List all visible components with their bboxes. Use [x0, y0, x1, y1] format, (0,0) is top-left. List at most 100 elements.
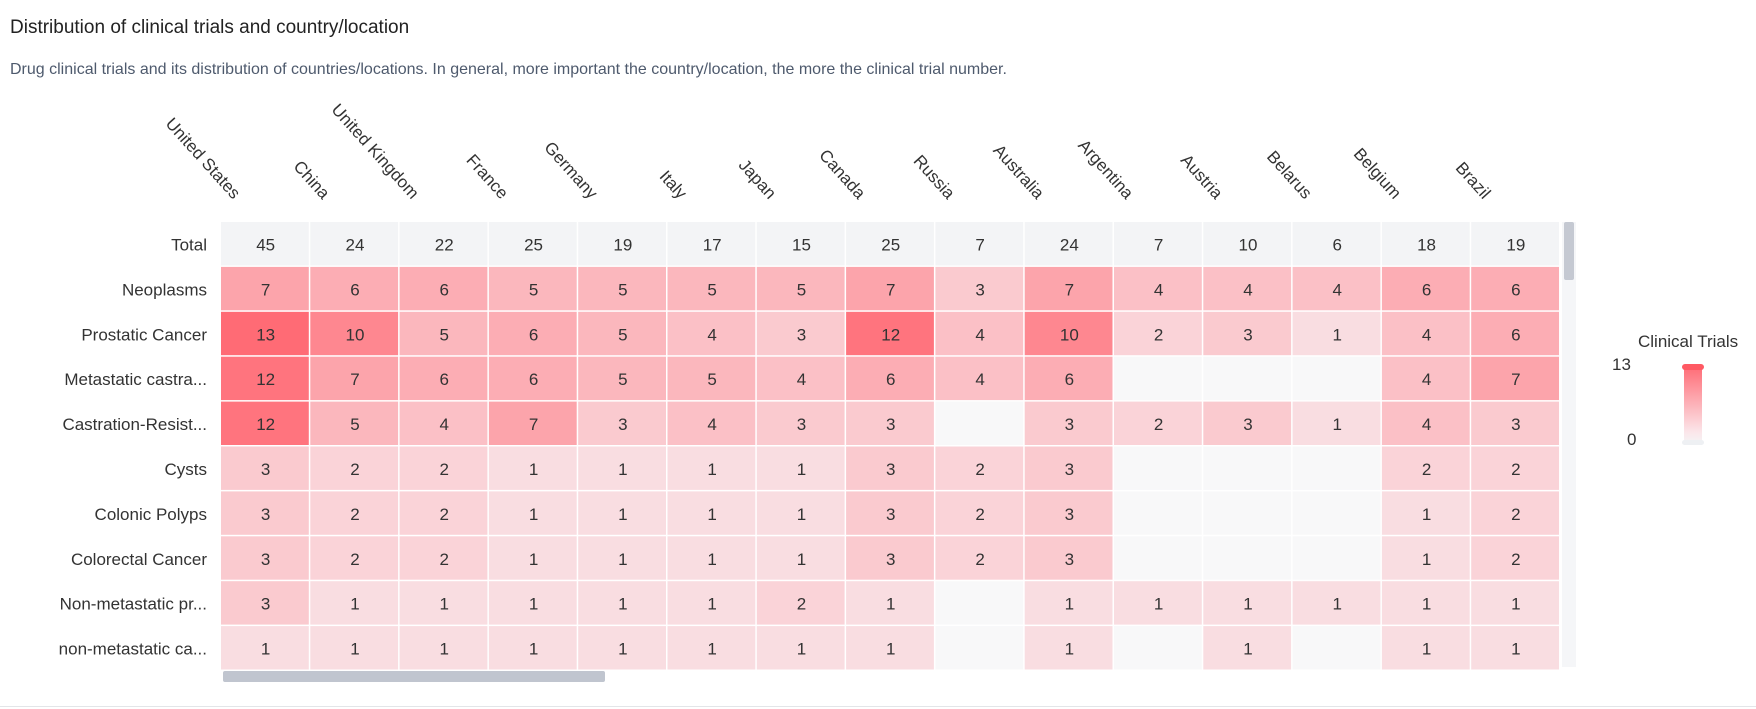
total-cell-value: 25: [881, 235, 900, 254]
column-label: Canada: [815, 146, 869, 203]
heatmap-cell-value: 1: [350, 640, 359, 659]
heatmap-cell-value: 3: [886, 550, 895, 569]
legend-min-label: 0: [1627, 430, 1636, 450]
heatmap-cell-value: 1: [707, 460, 716, 479]
heatmap-cell-value: 4: [1243, 280, 1252, 299]
heatmap-cell-value: 2: [440, 460, 449, 479]
heatmap-cell-value: 2: [1511, 505, 1520, 524]
row-label: Metastatic castra...: [64, 370, 207, 389]
row-label: Non-metastatic pr...: [60, 595, 207, 614]
heatmap-cell: [1293, 447, 1381, 490]
column-label: Argentina: [1074, 136, 1137, 203]
legend-min-handle[interactable]: [1682, 440, 1704, 445]
heatmap-cell: [1114, 491, 1202, 534]
heatmap-cell-value: 6: [1511, 325, 1520, 344]
heatmap-cell-value: 1: [1243, 595, 1252, 614]
heatmap-cell-value: 1: [1511, 595, 1520, 614]
heatmap-cell-value: 3: [1243, 325, 1252, 344]
heatmap-cell-value: 1: [618, 595, 627, 614]
total-cell-value: 19: [1506, 235, 1525, 254]
heatmap-cell-value: 1: [1422, 640, 1431, 659]
heatmap-cell-value: 1: [1154, 595, 1163, 614]
heatmap-cell-value: 4: [707, 415, 716, 434]
heatmap-cell-value: 5: [707, 280, 716, 299]
heatmap-cell-value: 2: [975, 505, 984, 524]
heatmap-cell-value: 7: [261, 280, 270, 299]
row-label: Cysts: [165, 460, 208, 479]
row-label: Colorectal Cancer: [71, 550, 207, 569]
heatmap-cell-value: 2: [975, 460, 984, 479]
heatmap-cell-value: 4: [797, 370, 806, 389]
column-label: United States: [162, 114, 244, 203]
heatmap-cell-value: 1: [618, 640, 627, 659]
heatmap-cell-value: 1: [797, 640, 806, 659]
column-label: China: [290, 157, 334, 203]
heatmap-cell: [935, 402, 1023, 445]
heatmap-cell-value: 1: [1065, 640, 1074, 659]
heatmap-cell-value: 5: [618, 370, 627, 389]
vertical-scrollbar-thumb[interactable]: [1564, 222, 1574, 280]
heatmap-cell: [1203, 357, 1291, 400]
heatmap-cell-value: 4: [975, 325, 984, 344]
heatmap-cell-value: 4: [707, 325, 716, 344]
heatmap-cell-value: 1: [440, 640, 449, 659]
heatmap-cell-value: 2: [1154, 415, 1163, 434]
heatmap-cell-value: 1: [618, 505, 627, 524]
heatmap-cell: [1203, 536, 1291, 579]
heatmap-cell-value: 4: [1422, 325, 1431, 344]
heatmap-cell-value: 3: [261, 550, 270, 569]
column-label: Brazil: [1452, 158, 1495, 202]
heatmap-cell-value: 1: [529, 640, 538, 659]
heatmap-cell-value: 6: [1422, 280, 1431, 299]
heatmap-cell: [1293, 357, 1381, 400]
total-cell-value: 17: [703, 235, 722, 254]
heatmap-cell: [1293, 626, 1381, 669]
heatmap-cell-value: 6: [529, 370, 538, 389]
heatmap-cell-value: 1: [886, 640, 895, 659]
heatmap-cell-value: 2: [797, 595, 806, 614]
heatmap-cell-value: 12: [256, 415, 275, 434]
heatmap-cell: [1114, 626, 1202, 669]
total-cell-value: 24: [1060, 235, 1079, 254]
total-cell-value: 7: [1154, 235, 1163, 254]
heatmap-cell-value: 3: [261, 595, 270, 614]
heatmap-cell-value: 3: [797, 325, 806, 344]
heatmap-cell-value: 1: [707, 640, 716, 659]
total-cell-value: 22: [435, 235, 454, 254]
heatmap-cell-value: 1: [440, 595, 449, 614]
total-cell-value: 45: [256, 235, 275, 254]
heatmap-cell-value: 2: [1154, 325, 1163, 344]
heatmap-cell-value: 1: [707, 505, 716, 524]
vertical-scrollbar-track[interactable]: [1562, 222, 1576, 667]
column-label: Italy: [656, 167, 691, 203]
heatmap-cell-value: 6: [440, 280, 449, 299]
heatmap-cell-value: 1: [618, 550, 627, 569]
heatmap-cell-value: 2: [1511, 460, 1520, 479]
heatmap-cell-value: 5: [350, 415, 359, 434]
heatmap-cell: [1114, 447, 1202, 490]
row-label-total: Total: [171, 235, 207, 254]
heatmap-cell-value: 7: [886, 280, 895, 299]
heatmap-cell-value: 3: [1065, 460, 1074, 479]
heatmap-cell-value: 1: [1333, 415, 1342, 434]
heatmap-cell-value: 5: [618, 325, 627, 344]
heatmap-cell-value: 2: [350, 550, 359, 569]
heatmap-cell-value: 1: [350, 595, 359, 614]
column-label: Russia: [910, 151, 959, 203]
legend-max-label: 13: [1612, 355, 1631, 375]
row-label: Prostatic Cancer: [81, 325, 207, 344]
total-cell-value: 15: [792, 235, 811, 254]
heatmap-cell-value: 10: [345, 325, 364, 344]
heatmap-cell-value: 5: [618, 280, 627, 299]
heatmap-cell-value: 1: [529, 550, 538, 569]
heatmap-cell-value: 1: [1422, 550, 1431, 569]
heatmap-cell-value: 5: [440, 325, 449, 344]
column-label: Japan: [735, 156, 780, 203]
heatmap-cell-value: 4: [975, 370, 984, 389]
horizontal-scrollbar-thumb[interactable]: [223, 671, 605, 682]
total-cell-value: 18: [1417, 235, 1436, 254]
heatmap-cell-value: 4: [1422, 370, 1431, 389]
row-label: Neoplasms: [122, 280, 207, 299]
legend-max-handle[interactable]: [1682, 364, 1704, 370]
heatmap-cell-value: 1: [886, 595, 895, 614]
